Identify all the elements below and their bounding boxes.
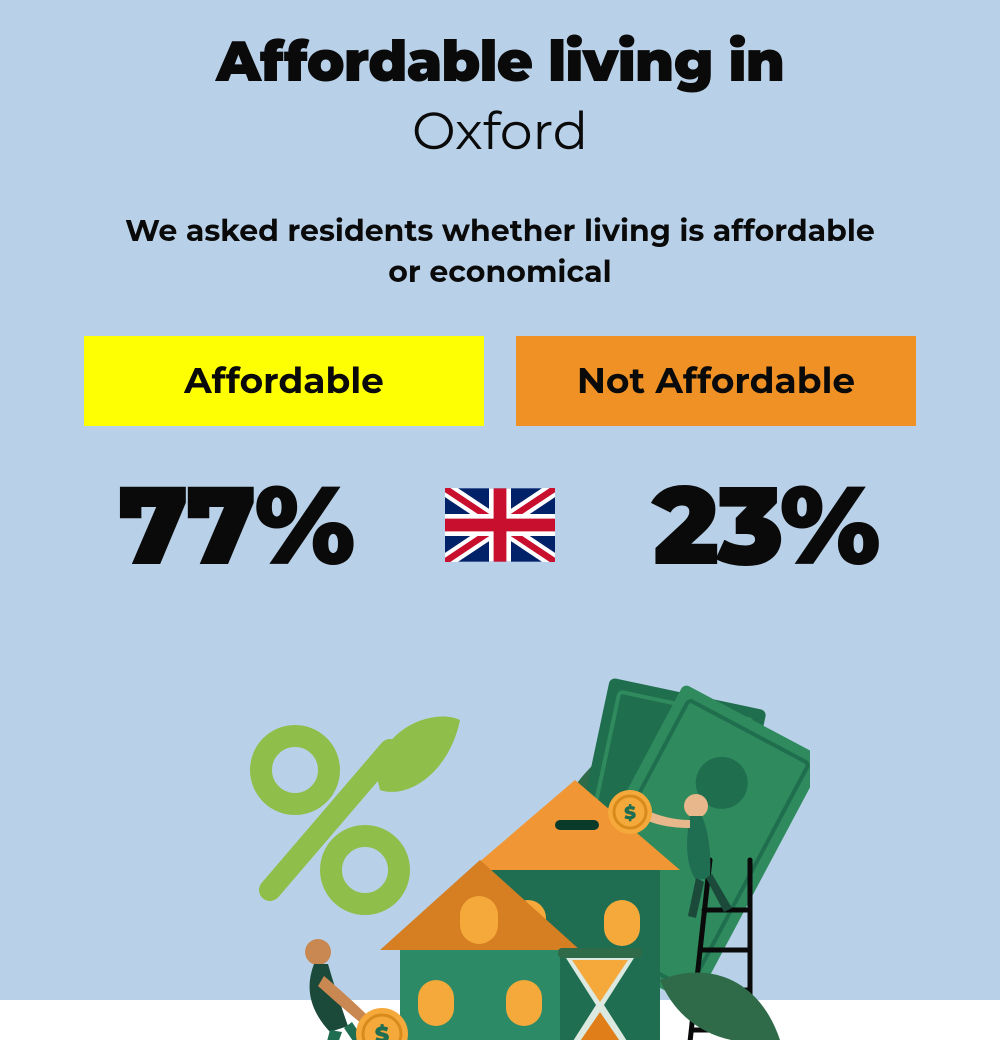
- subtitle: We asked residents whether living is aff…: [120, 211, 880, 292]
- uk-flag-icon: [445, 488, 555, 562]
- badge-row: Affordable Not Affordable: [0, 336, 1000, 426]
- infographic-canvas: Affordable living in Oxford We asked res…: [0, 0, 1000, 1000]
- not-affordable-percent: 23%: [595, 458, 935, 592]
- foreground-leaf-icon: [660, 973, 780, 1040]
- percent-row: 77% 23%: [0, 458, 1000, 592]
- not-affordable-badge-label: Not Affordable: [577, 359, 855, 403]
- small-leaf-icon: [375, 717, 460, 792]
- svg-text:$: $: [624, 802, 636, 824]
- title-line1: Affordable living in: [0, 28, 1000, 96]
- not-affordable-badge: Not Affordable: [516, 336, 916, 426]
- affordability-illustration: $ $: [190, 660, 810, 1040]
- title-line2: Oxford: [0, 100, 1000, 163]
- svg-text:$: $: [375, 1021, 390, 1040]
- affordable-badge-label: Affordable: [184, 359, 384, 403]
- affordable-percent: 77%: [65, 458, 405, 592]
- affordable-badge: Affordable: [84, 336, 484, 426]
- person-coin-left-icon: $: [305, 939, 408, 1040]
